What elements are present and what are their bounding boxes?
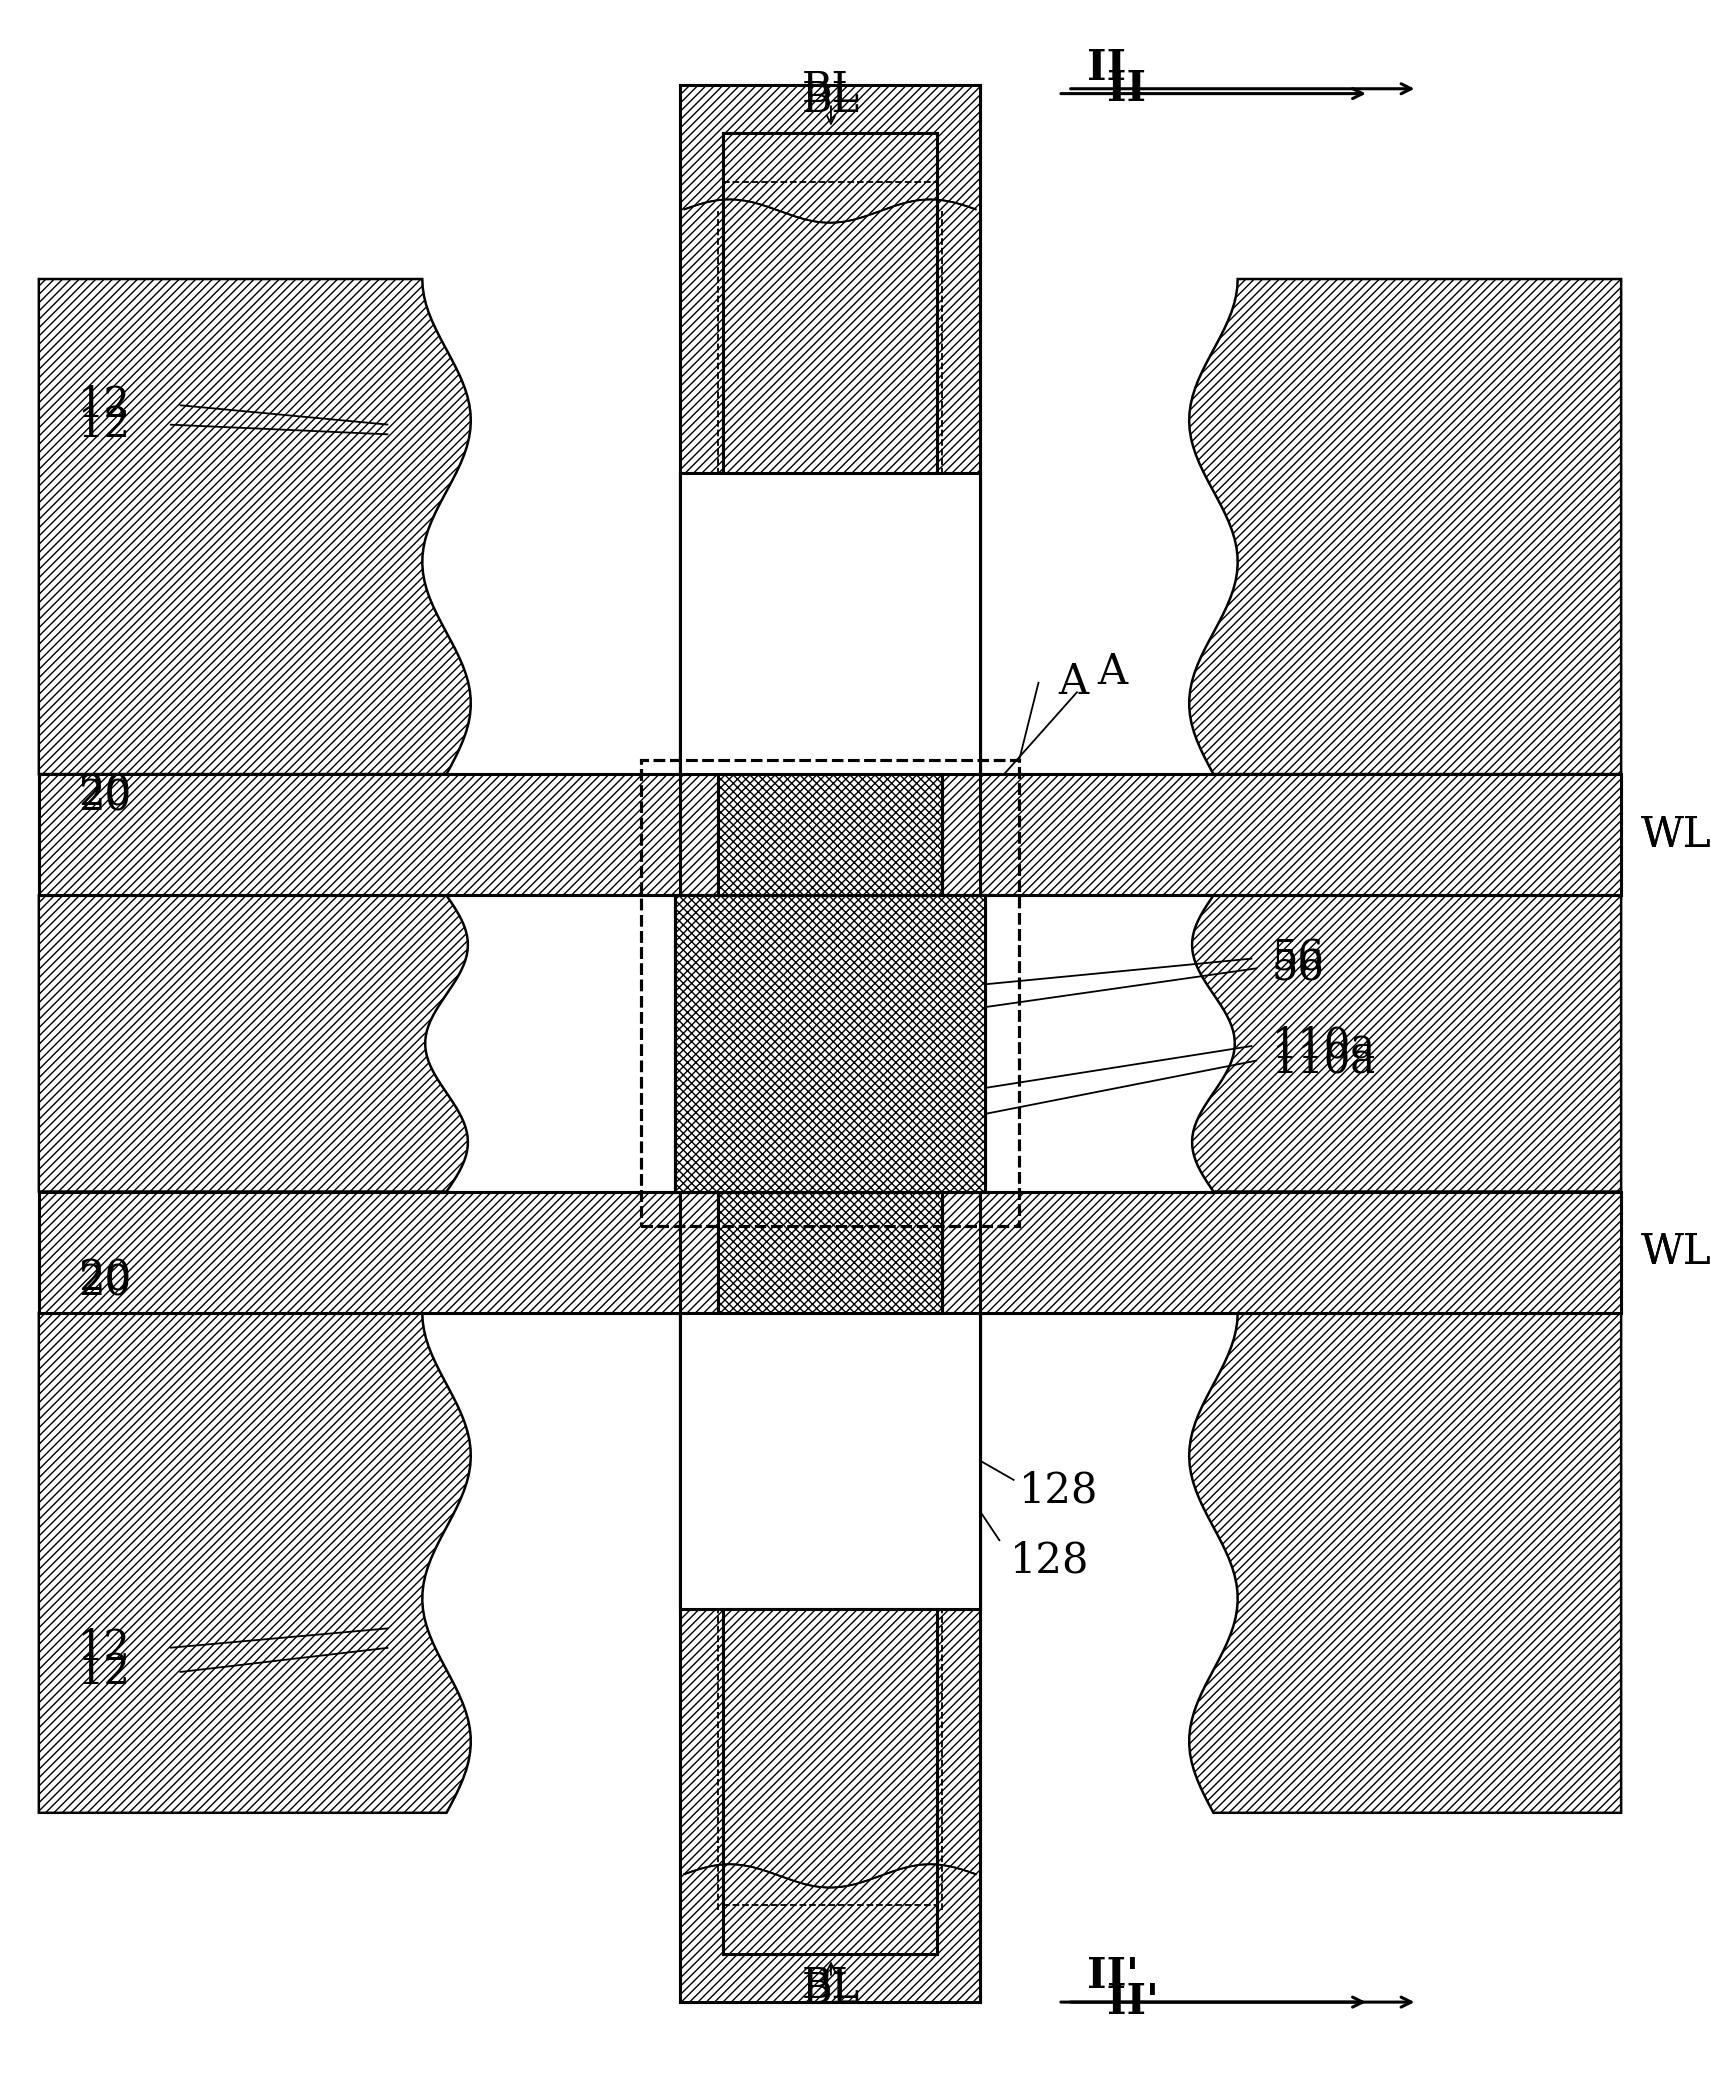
Text: 12: 12 — [77, 1650, 130, 1694]
Bar — [719, 1191, 941, 1312]
Bar — [679, 1312, 980, 1608]
Text: BL: BL — [802, 69, 861, 111]
Bar — [674, 895, 986, 1191]
Bar — [39, 774, 1620, 895]
Text: 12: 12 — [77, 403, 130, 446]
Text: II': II' — [1107, 1982, 1158, 2023]
Bar — [724, 1608, 936, 1955]
Text: BL: BL — [802, 1969, 861, 2011]
Bar — [640, 759, 1020, 1224]
Text: 128: 128 — [1009, 1539, 1088, 1581]
Bar — [39, 774, 1620, 895]
Bar — [39, 1191, 1620, 1312]
Polygon shape — [1193, 895, 1620, 1191]
Text: 12: 12 — [77, 1627, 130, 1669]
Text: WL: WL — [1641, 1231, 1711, 1272]
Text: II: II — [1107, 67, 1146, 111]
Bar — [724, 1608, 936, 1955]
Polygon shape — [39, 280, 471, 774]
Bar — [719, 774, 941, 895]
Bar — [719, 774, 941, 895]
Bar — [640, 759, 1020, 1224]
Text: BL: BL — [802, 79, 861, 121]
Polygon shape — [39, 895, 467, 1191]
Bar — [724, 134, 936, 474]
Bar — [679, 86, 980, 2003]
Text: A: A — [1097, 651, 1128, 693]
Bar — [674, 895, 986, 1191]
Bar — [679, 474, 980, 774]
Text: II': II' — [1086, 1955, 1140, 1996]
Text: A: A — [1057, 661, 1088, 703]
Text: WL: WL — [1641, 814, 1711, 855]
Text: 20: 20 — [77, 1258, 130, 1300]
Bar — [39, 1191, 1620, 1312]
Bar — [724, 134, 936, 474]
Bar — [719, 1191, 941, 1312]
Polygon shape — [39, 1312, 471, 1813]
Polygon shape — [1189, 280, 1620, 774]
Text: 110a: 110a — [1271, 1024, 1376, 1066]
Text: 12: 12 — [77, 384, 130, 426]
Bar — [719, 1191, 941, 1312]
Text: 128: 128 — [1020, 1469, 1098, 1510]
Text: BL: BL — [802, 1965, 861, 2007]
Text: 56: 56 — [1271, 937, 1324, 980]
Bar — [39, 774, 1620, 895]
Bar — [679, 86, 980, 2003]
Text: II: II — [1086, 46, 1126, 90]
Bar — [719, 1191, 941, 1312]
Text: WL: WL — [1641, 814, 1711, 855]
Text: 20: 20 — [77, 1262, 130, 1304]
Text: 110a: 110a — [1271, 1039, 1376, 1081]
Text: 20: 20 — [77, 778, 130, 820]
Bar — [39, 1191, 1620, 1312]
Bar — [719, 774, 941, 895]
Bar — [679, 474, 980, 774]
Bar — [719, 774, 941, 895]
Text: WL: WL — [1641, 1231, 1711, 1272]
Text: 56: 56 — [1271, 947, 1324, 989]
Text: 20: 20 — [77, 772, 130, 814]
Bar — [674, 895, 986, 1191]
Bar — [679, 1312, 980, 1608]
Polygon shape — [1189, 1312, 1620, 1813]
Bar — [674, 895, 986, 1191]
Bar — [640, 759, 1020, 1224]
